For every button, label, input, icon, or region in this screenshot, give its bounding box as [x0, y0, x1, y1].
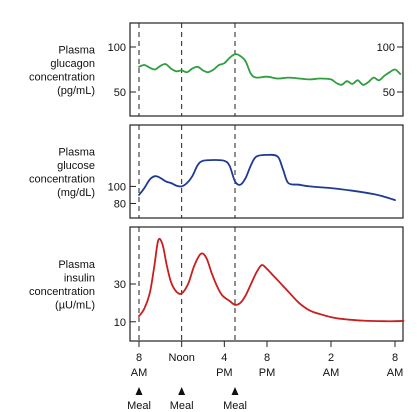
glucose-ytick-label-0: 80 — [114, 198, 126, 210]
meal-label-2: Meal — [223, 400, 247, 412]
glucagon-series-line — [138, 53, 402, 86]
glucagon-label-line-2: concentration — [29, 71, 95, 83]
xtick-sublabel-0: AM — [131, 367, 148, 379]
xtick-label-2: 4 — [221, 352, 227, 364]
glucose-label-line-1: glucose — [57, 160, 95, 172]
glucose-label-line-3: (mg/dL) — [57, 187, 95, 199]
insulin-ytick-label-1: 30 — [114, 279, 126, 291]
xtick-label-3: 8 — [264, 352, 270, 364]
insulin-series-line — [138, 237, 405, 323]
xtick-label-4: 2 — [328, 352, 334, 364]
meal-markers: Meal Meal Meal — [127, 387, 247, 412]
insulin-label-line-0: Plasma — [58, 259, 96, 271]
insulin-label-line-1: insulin — [64, 272, 95, 284]
glucagon-label-line-3: (pg/mL) — [57, 85, 95, 97]
insulin-label-line-2: concentration — [29, 286, 95, 298]
glucose-ytick-label-1: 100 — [108, 181, 126, 193]
insulin-label-line-3: (µU/mL) — [55, 299, 95, 311]
xtick-sublabel-4: AM — [323, 367, 340, 379]
meal-arrow-icon-1 — [178, 387, 186, 395]
meal-label-1: Meal — [170, 400, 194, 412]
time-axis: 8 AM Noon 4 PM 8 PM 2 AM 8 AM — [131, 341, 404, 379]
xtick-sublabel-2: PM — [216, 367, 233, 379]
glucose-panel-frame — [129, 124, 404, 219]
glucose-label-line-0: Plasma — [58, 146, 96, 158]
xtick-label-5: 8 — [392, 352, 398, 364]
glucagon-ytick-label-1: 100 — [108, 42, 126, 54]
xtick-sublabel-3: PM — [259, 367, 276, 379]
meal-arrow-icon-2 — [231, 387, 239, 395]
insulin-ytick-label-0: 10 — [114, 317, 126, 329]
meal-arrow-icon-0 — [135, 387, 143, 395]
glucagon-label-line-0: Plasma — [58, 44, 96, 56]
glucagon-label-line-1: glucagon — [50, 58, 95, 70]
glucagon-ytick-right-label-1: 100 — [377, 42, 395, 54]
xtick-sublabel-5: AM — [387, 367, 404, 379]
xtick-label-0: 8 — [136, 352, 142, 364]
meal-label-0: Meal — [127, 400, 151, 412]
xtick-label-1: Noon — [169, 352, 195, 364]
glucagon-panel-frame — [129, 22, 404, 117]
glucose-label-line-2: concentration — [29, 173, 95, 185]
glucagon-ytick-label-0: 50 — [114, 87, 126, 99]
glucagon-ytick-right-label-0: 50 — [383, 87, 395, 99]
glucose-series-line — [138, 153, 396, 201]
